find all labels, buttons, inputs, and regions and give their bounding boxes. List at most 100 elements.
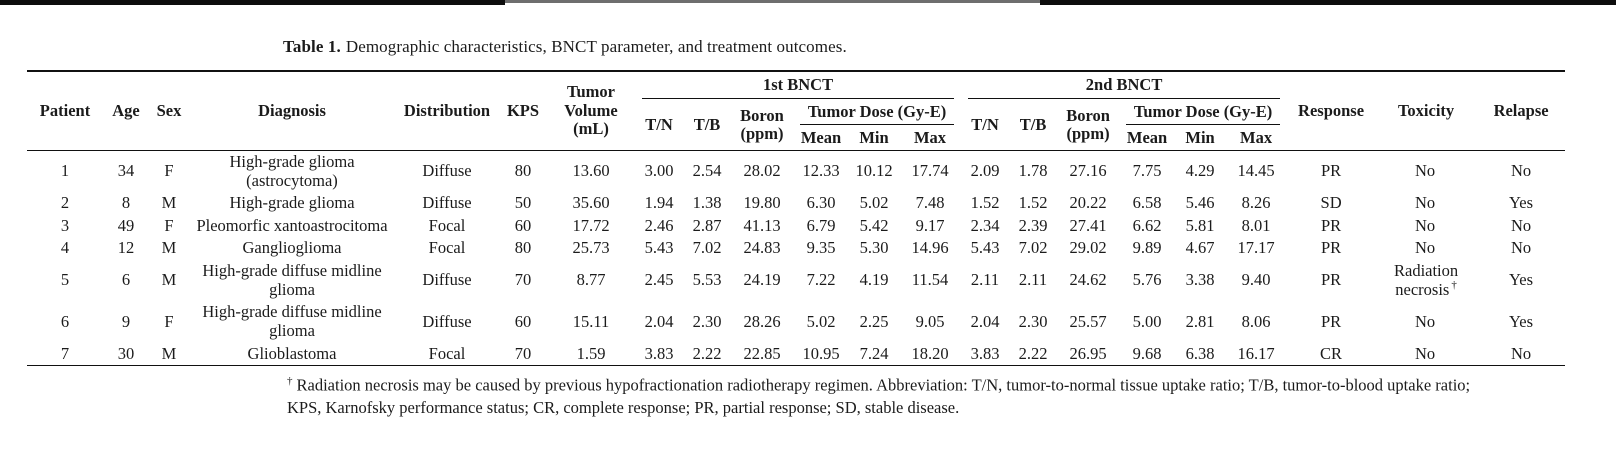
col-header-b2-boron: Boron (ppm)	[1066, 105, 1110, 144]
cell-relapse: Yes	[1509, 270, 1534, 290]
cell-toxicity: No	[1375, 150, 1477, 192]
cell-relapse: Yes	[1509, 311, 1534, 331]
cell-b2-tn: 2.04	[970, 311, 1000, 331]
cell-b2-min: 2.81	[1185, 311, 1215, 331]
cell-diagnosis: Pleomorfic xantoastrocitoma	[196, 215, 388, 235]
col-header-b1-tn: T/N	[645, 114, 673, 134]
cell-b1-min: 5.42	[859, 215, 889, 235]
cell-b1-tb: 7.02	[692, 238, 722, 258]
cell-distribution: Focal	[428, 343, 466, 363]
cell-response: CR	[1320, 343, 1343, 363]
cell-distribution: Diffuse	[422, 270, 472, 290]
cell-b2-boron: 24.62	[1069, 270, 1107, 290]
table-footnote: † Radiation necrosis may be caused by pre…	[287, 374, 1616, 418]
cell-b2-mean: 6.58	[1132, 193, 1162, 213]
cell-diagnosis: Ganglioglioma	[242, 238, 342, 258]
col-header-relapse: Relapse	[1493, 100, 1549, 120]
cell-toxicity-text: No	[1414, 311, 1436, 331]
cell-toxicity-text: No	[1414, 193, 1436, 213]
group-header-b2-tumor-dose: Tumor Dose (Gy-E)	[1119, 99, 1287, 126]
cell-toxicity-text: No	[1414, 161, 1436, 181]
cell-b1-mean: 6.79	[806, 215, 836, 235]
cell-toxicity: No	[1375, 192, 1477, 215]
cell-b1-min: 5.30	[859, 238, 889, 258]
header-row-groups: Patient Age Sex Diagnosis Distribution K…	[27, 71, 1565, 138]
group-header-b1-tumor-dose-label: Tumor Dose (Gy-E)	[807, 101, 947, 121]
cell-b1-tn: 2.04	[644, 311, 674, 331]
cell-tumor-volume: 15.11	[572, 311, 610, 331]
cell-toxicity: No	[1375, 343, 1477, 366]
table-body: 1 34 F High-grade glioma (astrocytoma) D…	[27, 150, 1566, 366]
cell-kps: 80	[514, 161, 532, 181]
group-header-1st-bnct: 1st BNCT	[635, 71, 961, 99]
cell-age: 6	[121, 270, 131, 290]
cell-toxicity-text: Radiation necrosis	[1393, 261, 1459, 299]
cell-b2-max: 8.01	[1241, 215, 1271, 235]
group-header-b2-tumor-dose-underline: Tumor Dose (Gy-E)	[1126, 102, 1281, 126]
cell-b2-tn: 2.09	[970, 161, 1000, 181]
cell-kps: 80	[514, 238, 532, 258]
cell-tumor-volume: 25.73	[572, 238, 610, 258]
cell-tumor-volume: 17.72	[572, 215, 610, 235]
cell-age: 34	[117, 161, 135, 181]
cell-relapse: No	[1510, 161, 1532, 181]
cell-toxicity: No	[1375, 215, 1477, 238]
cell-b2-boron: 25.57	[1069, 311, 1107, 331]
col-header-age: Age	[112, 100, 140, 120]
cell-b1-boron: 24.19	[743, 270, 781, 290]
cell-b2-max: 9.40	[1241, 270, 1271, 290]
cell-b1-tb: 1.38	[692, 193, 722, 213]
cell-sex: M	[161, 343, 177, 363]
cell-b1-boron: 22.85	[743, 343, 781, 363]
table-row: 4 12 M Ganglioglioma Focal 80 25.73 5.43…	[27, 237, 1565, 260]
group-header-2nd-bnct-label: 2nd BNCT	[1085, 75, 1163, 94]
cell-patient: 6	[60, 311, 70, 331]
col-header-toxicity: Toxicity	[1397, 100, 1455, 120]
col-header-b2-mean: Mean	[1126, 128, 1168, 148]
cell-b2-boron: 29.02	[1069, 238, 1107, 258]
table-caption: Table 1. Demographic characteristics, BNC…	[283, 37, 1616, 57]
table-caption-label: Table 1.	[283, 37, 341, 56]
cell-toxicity: Radiation necrosis †	[1375, 260, 1477, 301]
cell-age: 9	[121, 311, 131, 331]
cell-sex: F	[164, 161, 174, 181]
cell-b2-min: 4.29	[1185, 161, 1215, 181]
page-top-rule	[0, 0, 1616, 6]
cell-response: PR	[1320, 238, 1342, 258]
group-header-2nd-bnct-underline: 2nd BNCT	[968, 75, 1281, 99]
cell-diagnosis: High-grade glioma	[229, 193, 355, 213]
cell-b2-boron: 27.16	[1069, 161, 1107, 181]
cell-b1-mean: 12.33	[802, 161, 840, 181]
col-header-b2-max: Max	[1240, 128, 1273, 148]
cell-age: 12	[117, 238, 135, 258]
col-header-patient: Patient	[39, 100, 91, 120]
page-top-rule-middle	[505, 0, 1040, 3]
col-header-response: Response	[1298, 100, 1365, 120]
cell-b2-max: 17.17	[1237, 238, 1275, 258]
header-row-stats: Mean Min Max Mean Min Max	[27, 125, 1565, 150]
cell-b1-tn: 2.46	[644, 215, 674, 235]
cell-b2-mean: 6.62	[1132, 215, 1162, 235]
cell-response: PR	[1320, 161, 1342, 181]
cell-b2-min: 6.38	[1185, 343, 1215, 363]
cell-b1-max: 9.05	[915, 311, 945, 331]
col-header-kps: KPS	[506, 100, 540, 120]
cell-relapse: No	[1510, 343, 1532, 363]
cell-b1-tn: 1.94	[644, 193, 674, 213]
cell-age: 30	[117, 343, 135, 363]
footnote-line-1: † Radiation necrosis may be caused by pre…	[287, 374, 1616, 396]
cell-patient: 5	[60, 270, 70, 290]
footnote-line-1-text: Radiation necrosis may be caused by prev…	[296, 375, 1471, 395]
col-header-b2-min: Min	[1185, 128, 1215, 148]
cell-patient: 1	[60, 161, 70, 181]
cell-b2-tn: 5.43	[970, 238, 1000, 258]
group-header-b1-tumor-dose-underline: Tumor Dose (Gy-E)	[800, 101, 955, 126]
cell-b1-tb: 2.54	[692, 161, 722, 181]
cell-tumor-volume: 35.60	[572, 193, 610, 213]
cell-distribution: Diffuse	[422, 161, 472, 181]
cell-kps: 60	[514, 215, 532, 235]
cell-patient: 3	[60, 215, 70, 235]
cell-b2-tb: 2.30	[1018, 311, 1048, 331]
table-row: 5 6 M High-grade diffuse midline glioma …	[27, 260, 1565, 301]
cell-b2-max: 14.45	[1237, 161, 1275, 181]
